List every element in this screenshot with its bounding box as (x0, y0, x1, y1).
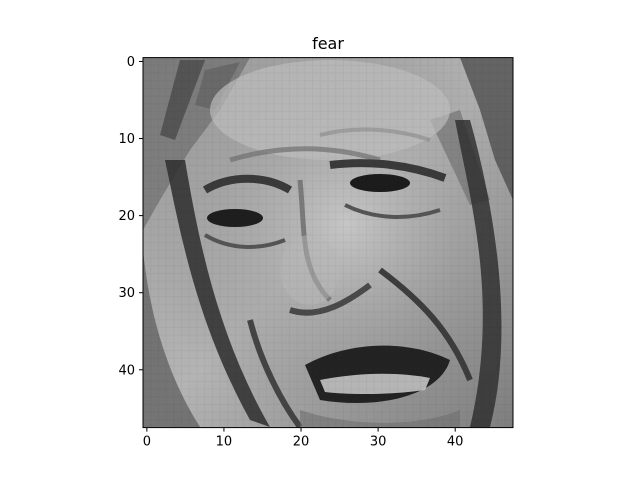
axes-frame (142, 57, 514, 429)
y-tick-label: 20 (118, 209, 135, 224)
x-axis: 0 10 20 30 40 (143, 427, 464, 450)
y-axis: 0 10 20 30 40 (118, 55, 143, 378)
x-tick-label: 40 (447, 435, 464, 450)
x-tick-label: 20 (293, 435, 310, 450)
x-tick-label: 0 (143, 435, 151, 450)
y-tick-label: 40 (118, 363, 135, 378)
plot-title: fear (312, 34, 344, 53)
y-tick-label: 10 (118, 132, 135, 147)
x-tick-label: 10 (216, 435, 233, 450)
x-tick-label: 30 (370, 435, 387, 450)
y-tick-label: 30 (118, 286, 135, 301)
face-image (143, 57, 513, 428)
y-tick-label: 0 (127, 55, 135, 70)
